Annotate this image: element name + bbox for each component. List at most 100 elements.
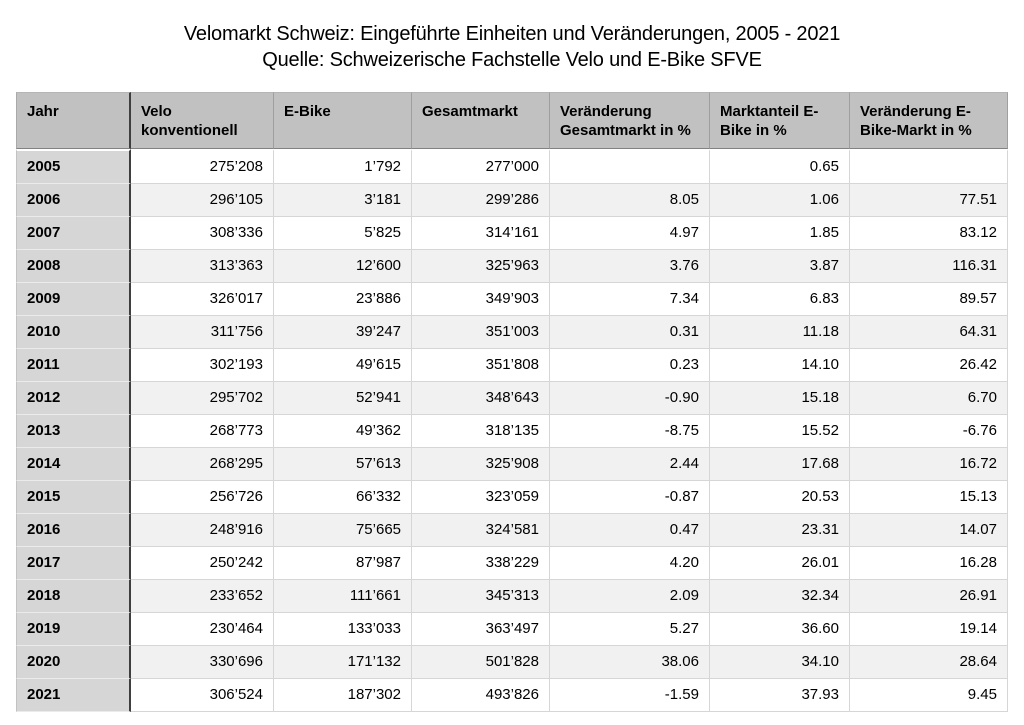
table-cell: 296’105 <box>131 184 274 217</box>
year-cell: 2012 <box>16 382 131 415</box>
table-cell: 6.70 <box>850 382 1008 415</box>
table-row-2021: 2021 306’524 187’302 493’826 -1.59 37.93 9.45 <box>16 679 1008 712</box>
table-cell: 351’808 <box>412 349 550 382</box>
table-cell: 75’665 <box>274 514 412 547</box>
column-header-jahr: Jahr <box>16 92 131 149</box>
table-cell: 77.51 <box>850 184 1008 217</box>
table-cell: 0.65 <box>710 149 850 184</box>
table-cell: -0.87 <box>550 481 710 514</box>
column-header-6: Veränderung E-Bike-Markt in % <box>850 92 1008 149</box>
table-header: Jahr Velo konventionell E-Bike Gesamtmarkt V… <box>16 92 1008 149</box>
table-cell: 7.34 <box>550 283 710 316</box>
table-cell: -8.75 <box>550 415 710 448</box>
table-cell: 15.13 <box>850 481 1008 514</box>
table-cell: 326’017 <box>131 283 274 316</box>
table-cell: 15.52 <box>710 415 850 448</box>
table-row-2013: 2013 268’773 49’362 318’135 -8.75 15.52 -6.76 <box>16 415 1008 448</box>
table-cell: 338’229 <box>412 547 550 580</box>
table-row-2016: 2016 248’916 75’665 324’581 0.47 23.31 14.07 <box>16 514 1008 547</box>
table-cell: 1’792 <box>274 149 412 184</box>
year-cell: 2014 <box>16 448 131 481</box>
year-cell: 2016 <box>16 514 131 547</box>
table-row-2008: 2008 313’363 12’600 325’963 3.76 3.87 116.31 <box>16 250 1008 283</box>
table-cell: 324’581 <box>412 514 550 547</box>
table-cell: 325’963 <box>412 250 550 283</box>
column-header-2: E-Bike <box>274 92 412 149</box>
table-cell: 1.85 <box>710 217 850 250</box>
table-cell: 28.64 <box>850 646 1008 679</box>
table-cell: 171’132 <box>274 646 412 679</box>
table-cell: 250’242 <box>131 547 274 580</box>
year-cell: 2006 <box>16 184 131 217</box>
year-cell: 2020 <box>16 646 131 679</box>
table-row-2017: 2017 250’242 87’987 338’229 4.20 26.01 16.28 <box>16 547 1008 580</box>
table-cell: 20.53 <box>710 481 850 514</box>
year-cell: 2015 <box>16 481 131 514</box>
page-title: Velomarkt Schweiz: Eingeführte Einheiten… <box>0 0 1024 73</box>
year-cell: 2008 <box>16 250 131 283</box>
table-cell: 1.06 <box>710 184 850 217</box>
table-cell: 314’161 <box>412 217 550 250</box>
table-cell: 308’336 <box>131 217 274 250</box>
year-cell: 2018 <box>16 580 131 613</box>
table-cell: 37.93 <box>710 679 850 712</box>
table-cell: 318’135 <box>412 415 550 448</box>
table-row-2009: 2009 326’017 23’886 349’903 7.34 6.83 89.57 <box>16 283 1008 316</box>
table-cell: 0.31 <box>550 316 710 349</box>
table-cell: 3.87 <box>710 250 850 283</box>
table-cell: 11.18 <box>710 316 850 349</box>
table-cell: 32.34 <box>710 580 850 613</box>
table-cell: 345’313 <box>412 580 550 613</box>
table-cell: 26.91 <box>850 580 1008 613</box>
table-cell: 64.31 <box>850 316 1008 349</box>
table-cell: 34.10 <box>710 646 850 679</box>
table-cell: 277’000 <box>412 149 550 184</box>
table-cell: 12’600 <box>274 250 412 283</box>
table-cell: 36.60 <box>710 613 850 646</box>
table-cell: 295’702 <box>131 382 274 415</box>
column-header-3: Gesamtmarkt <box>412 92 550 149</box>
table-cell: 23.31 <box>710 514 850 547</box>
table-cell: 351’003 <box>412 316 550 349</box>
table-row-2010: 2010 311’756 39’247 351’003 0.31 11.18 64.31 <box>16 316 1008 349</box>
table-cell: 349’903 <box>412 283 550 316</box>
table-cell: 313’363 <box>131 250 274 283</box>
year-cell: 2009 <box>16 283 131 316</box>
table-cell: 256’726 <box>131 481 274 514</box>
table-cell: 17.68 <box>710 448 850 481</box>
table-cell: 39’247 <box>274 316 412 349</box>
table-cell: 493’826 <box>412 679 550 712</box>
table-cell: 363’497 <box>412 613 550 646</box>
table-cell: 66’332 <box>274 481 412 514</box>
table-cell: 0.23 <box>550 349 710 382</box>
table-cell: 311’756 <box>131 316 274 349</box>
year-cell: 2010 <box>16 316 131 349</box>
table-row-2011: 2011 302’193 49’615 351’808 0.23 14.10 26.42 <box>16 349 1008 382</box>
table-cell: 38.06 <box>550 646 710 679</box>
table-row-2012: 2012 295’702 52’941 348’643 -0.90 15.18 6.70 <box>16 382 1008 415</box>
table-cell: 49’615 <box>274 349 412 382</box>
table-cell: 16.28 <box>850 547 1008 580</box>
table-cell: 299’286 <box>412 184 550 217</box>
table-row-2015: 2015 256’726 66’332 323’059 -0.87 20.53 15.13 <box>16 481 1008 514</box>
year-cell: 2007 <box>16 217 131 250</box>
table-cell: 268’773 <box>131 415 274 448</box>
table-cell: 0.47 <box>550 514 710 547</box>
table-cell: 19.14 <box>850 613 1008 646</box>
table-cell: 111’661 <box>274 580 412 613</box>
table-cell: 133’033 <box>274 613 412 646</box>
velomarkt-table: Jahr Velo konventionell E-Bike Gesamtmarkt V… <box>16 92 1008 712</box>
table-cell: 4.20 <box>550 547 710 580</box>
table-cell: 348’643 <box>412 382 550 415</box>
column-header-4: Veränderung Gesamtmarkt in % <box>550 92 710 149</box>
table-cell: 5.27 <box>550 613 710 646</box>
year-cell: 2013 <box>16 415 131 448</box>
table-cell: 306’524 <box>131 679 274 712</box>
year-cell: 2005 <box>16 149 131 184</box>
table-cell: 4.97 <box>550 217 710 250</box>
table-row-2005: 2005 275’208 1’792 277’000 0.65 <box>16 149 1008 184</box>
table-cell: 187’302 <box>274 679 412 712</box>
table-cell: 87’987 <box>274 547 412 580</box>
table-row-2006: 2006 296’105 3’181 299’286 8.05 1.06 77.51 <box>16 184 1008 217</box>
table-row-2014: 2014 268’295 57’613 325’908 2.44 17.68 16.72 <box>16 448 1008 481</box>
